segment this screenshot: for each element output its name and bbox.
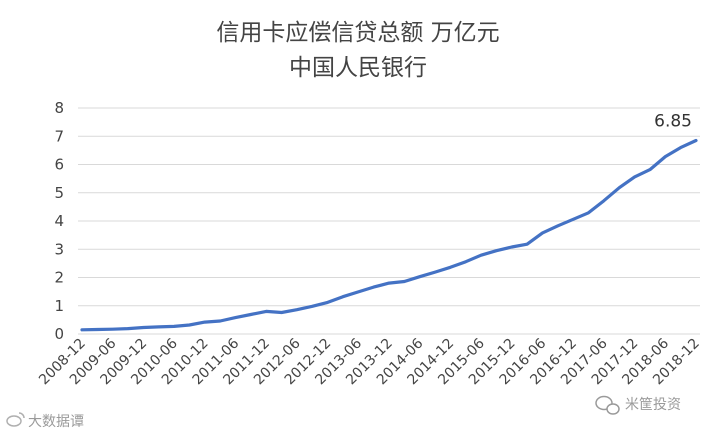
y-tick-label: 8 [54, 99, 64, 117]
y-tick-label: 5 [54, 184, 64, 202]
left-watermark-text: 大数据谭 [28, 414, 84, 430]
right-watermark-text: 米筐投资 [625, 396, 681, 413]
y-tick-label: 0 [54, 325, 64, 343]
y-tick-label: 3 [54, 240, 64, 258]
y-tick-label: 1 [54, 297, 64, 315]
series-group [80, 138, 698, 332]
data-label: 6.85 [654, 111, 692, 131]
weibo-icon [6, 412, 25, 427]
y-tick-label: 2 [54, 269, 64, 287]
chart-subtitle: 中国人民银行 [289, 55, 427, 81]
y-tick-label: 7 [54, 127, 64, 145]
gridlines [78, 107, 700, 335]
right-watermark: 米筐投资 [595, 395, 681, 415]
y-axis-ticks: 0 1 2 3 4 5 6 7 8 [54, 99, 64, 343]
chart-title: 信用卡应偿信贷总额 万亿元 [216, 20, 499, 46]
data-labels: 6.85 [654, 111, 692, 131]
x-axis-ticks: 2008-122009-062009-122010-062010-122011-… [36, 335, 703, 388]
y-tick-label: 6 [54, 156, 64, 174]
wechat-icon [595, 395, 620, 415]
left-watermark: 大数据谭 [6, 412, 84, 430]
series-line-0 [80, 138, 698, 332]
y-tick-label: 4 [54, 212, 64, 230]
